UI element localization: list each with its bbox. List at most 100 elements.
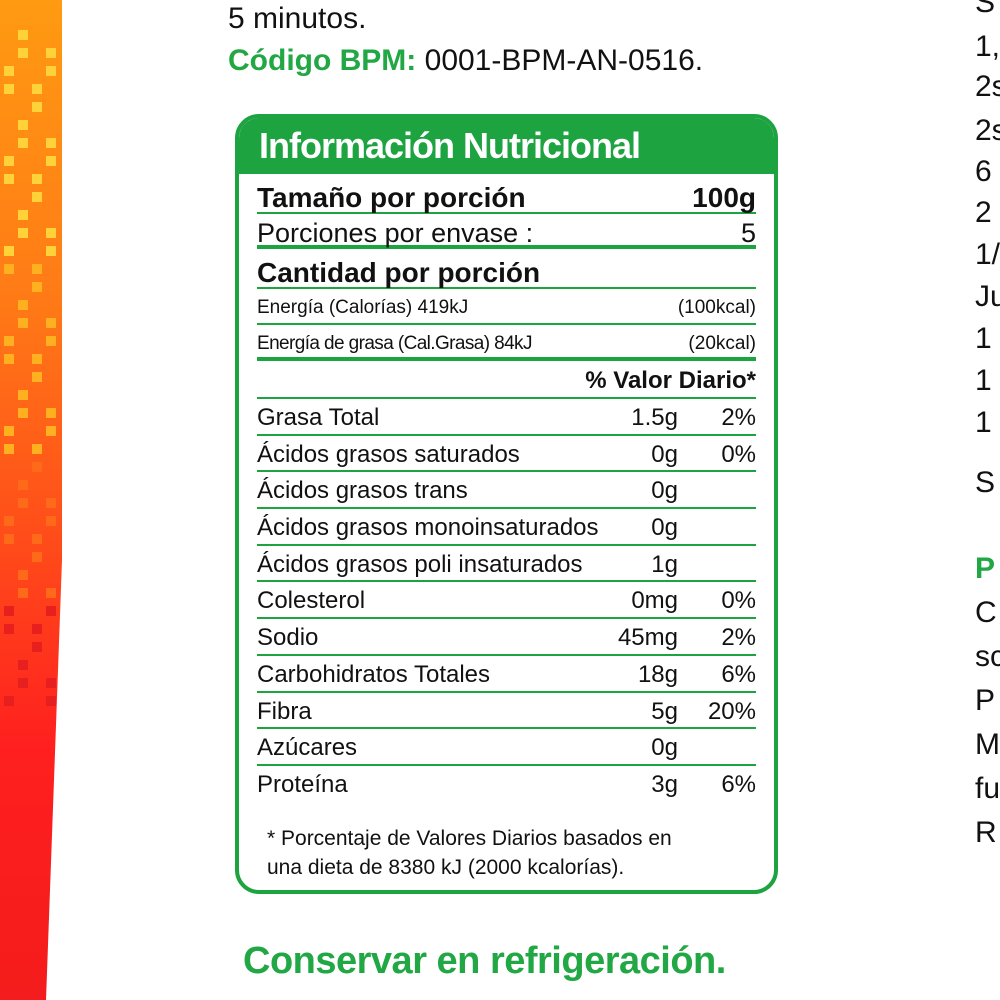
nutrient-amount: 45mg: [617, 624, 678, 652]
decorative-dot: [32, 264, 42, 274]
nutrient-amount: 3g: [651, 770, 678, 798]
right-column-line: M: [975, 728, 1000, 761]
nutrient-name: Carbohidratos Totales: [257, 660, 491, 688]
decorative-dot: [4, 696, 14, 706]
decorative-dot: [4, 606, 14, 616]
nutrient-daily-value: 0%: [721, 587, 756, 615]
decorative-dot: [18, 120, 28, 130]
right-column-line: sc: [975, 640, 1000, 673]
decorative-dot: [18, 228, 28, 238]
decorative-dot: [4, 264, 14, 274]
fat-energy-label: Energía de grasa (Cal.Grasa) 84kJ: [257, 333, 532, 354]
nutrient-row: Grasa Total 1.5g 2%: [257, 399, 756, 436]
storage-note: Conservar en refrigeración.: [243, 940, 726, 982]
nutrient-amount: 0g: [651, 514, 678, 542]
decorative-dot: [46, 408, 56, 418]
daily-value-header: % Valor Diario*: [585, 367, 756, 394]
fat-energy-row: Energía de grasa (Cal.Grasa) 84kJ (20kca…: [257, 325, 756, 361]
decorative-dot: [18, 498, 28, 508]
nutrient-row: Colesterol 0mg 0%: [257, 582, 756, 620]
nutrient-amount: 0mg: [631, 587, 678, 615]
nutrient-name: Ácidos grasos poli insaturados: [257, 550, 583, 578]
decorative-dot: [46, 606, 56, 616]
right-column-line: S: [975, 466, 996, 499]
nutrient-row: Ácidos grasos monoinsaturados 0g: [257, 509, 756, 546]
right-column-line: C: [975, 596, 997, 629]
decorative-dot: [32, 372, 42, 382]
decorative-dot: [46, 426, 56, 436]
right-column-line: 1: [975, 322, 992, 355]
nutrient-amount: 1g: [651, 550, 678, 578]
right-column-line: 1: [975, 364, 992, 397]
right-column-line: Ju: [975, 280, 1000, 313]
serving-size-label: Tamaño por porción: [257, 182, 526, 213]
decorative-dot: [4, 246, 14, 256]
right-column-line: 1/: [975, 238, 1000, 271]
decorative-dot: [32, 174, 42, 184]
bpm-label: Código BPM:: [228, 44, 417, 77]
decorative-dot: [32, 642, 42, 652]
nutrient-amount: 1.5g: [631, 404, 678, 431]
decorative-dot: [18, 300, 28, 310]
nutrient-name: Fibra: [257, 697, 312, 725]
decorative-dot: [18, 660, 28, 670]
decorative-dot: [46, 66, 56, 76]
decorative-dot: [46, 498, 56, 508]
decorative-dot: [46, 246, 56, 256]
decorative-dot: [4, 336, 14, 346]
nutrient-daily-value: 2%: [721, 624, 756, 652]
decorative-dot: [32, 192, 42, 202]
amount-per-serving-label: Cantidad por porción: [257, 257, 541, 288]
nutrient-row: Ácidos grasos poli insaturados 1g: [257, 546, 756, 583]
decorative-dot: [46, 318, 56, 328]
decorative-dot: [32, 462, 42, 472]
right-column-line: P: [975, 684, 996, 717]
decorative-dot: [18, 318, 28, 328]
decorative-dot: [32, 552, 42, 562]
decorative-dot: [32, 84, 42, 94]
decorative-dot: [4, 426, 14, 436]
nutrient-daily-value: 6%: [721, 660, 756, 688]
portions-row: Porciones por envase : 5: [257, 214, 756, 249]
energy-label: Energía (Calorías) 419kJ: [257, 297, 469, 318]
right-column-line: 1,: [975, 30, 1000, 63]
decorative-dot: [32, 282, 42, 292]
decorative-dot: [32, 534, 42, 544]
decorative-gradient-strip: [0, 0, 62, 1000]
decorative-dot: [4, 354, 14, 364]
decorative-dot: [4, 174, 14, 184]
nutrient-name: Colesterol: [257, 587, 366, 615]
decorative-dot: [4, 516, 14, 526]
bpm-code: 0001-BPM-AN-0516.: [416, 44, 704, 77]
right-column-line: 2s: [975, 70, 1000, 103]
footnote-line-2: una dieta de 8380 kJ (2000 kcalorías).: [267, 856, 625, 879]
nutrient-daily-value: 20%: [707, 697, 756, 725]
decorative-dot: [46, 678, 56, 688]
nutrient-row: Proteína 3g 6%: [257, 766, 756, 803]
decorative-dot: [18, 30, 28, 40]
daily-value-header-row: % Valor Diario*: [257, 361, 756, 399]
fat-energy-value: (20kcal): [688, 333, 756, 354]
decorative-dot: [32, 444, 42, 454]
portions-value: 5: [740, 218, 756, 248]
nutrient-row: Carbohidratos Totales 18g 6%: [257, 656, 756, 693]
decorative-dot: [46, 156, 56, 166]
decorative-dot: [32, 102, 42, 112]
energy-value: (100kcal): [677, 297, 756, 318]
nutrient-list: Grasa Total 1.5g 2% Ácidos grasos saturados…: [257, 399, 756, 803]
decorative-dot: [4, 66, 14, 76]
nutrient-row: Fibra 5g 20%: [257, 693, 756, 730]
right-column-line: 2s: [975, 114, 1000, 147]
serving-size-value: 100g: [692, 182, 756, 213]
portions-label: Porciones por envase :: [257, 218, 534, 248]
nutrient-daily-value: 0%: [721, 440, 756, 468]
decorative-dot: [18, 588, 28, 598]
nutrition-facts-panel: Información Nutricional Tamaño por porci…: [235, 114, 778, 894]
decorative-dot: [18, 138, 28, 148]
right-column-line: R: [975, 816, 997, 849]
nutrient-name: Ácidos grasos monoinsaturados: [257, 514, 599, 542]
right-column-line: S: [975, 0, 996, 19]
decorative-dot: [46, 588, 56, 598]
decorative-dot: [46, 696, 56, 706]
decorative-dot: [18, 570, 28, 580]
